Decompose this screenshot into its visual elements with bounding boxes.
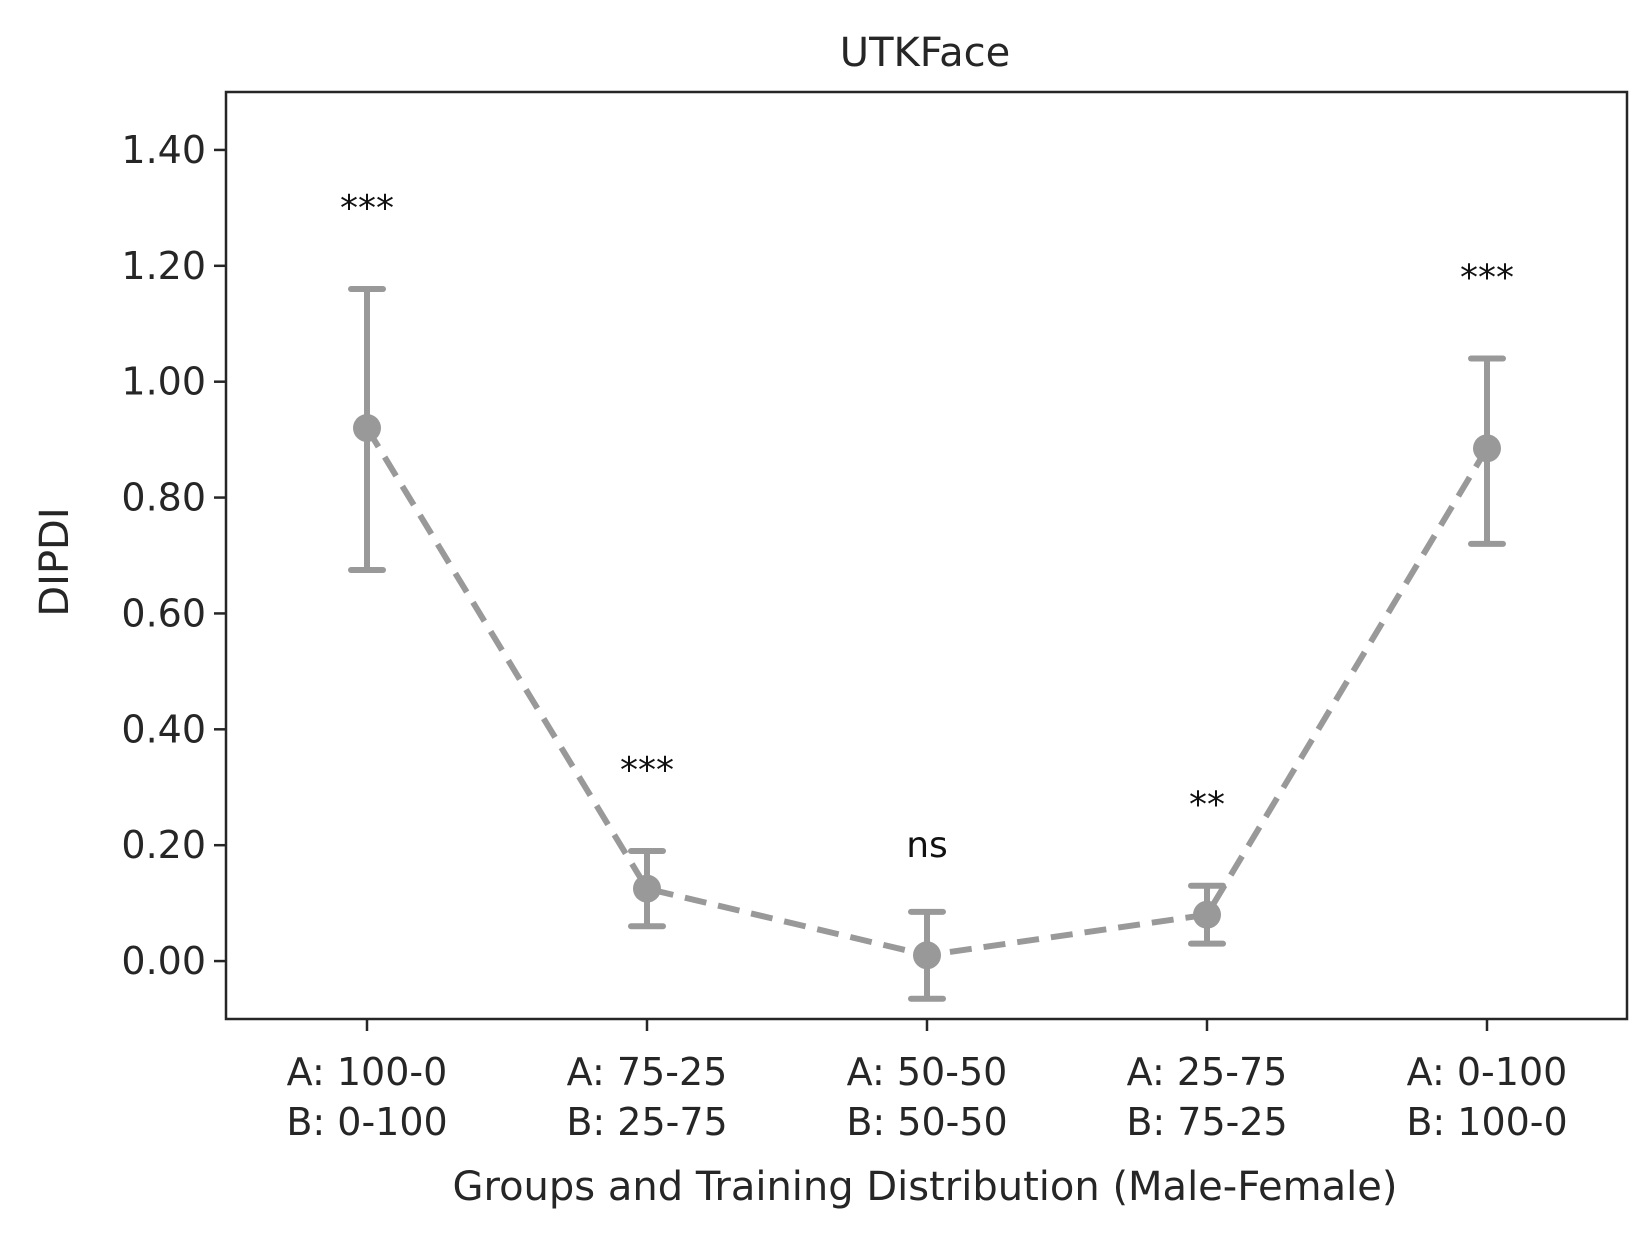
y-tick-label: 1.00 [121, 360, 206, 404]
x-tick-label: A: 50-50 [847, 1050, 1008, 1094]
y-tick-label: 0.40 [121, 707, 206, 751]
data-point [913, 941, 941, 970]
data-point [1193, 900, 1221, 929]
series-group [348, 285, 1506, 1002]
y-tick-label: 1.40 [121, 128, 206, 172]
significance-label: ns [906, 825, 948, 866]
x-tick-label: A: 0-100 [1407, 1050, 1568, 1094]
data-point [1473, 434, 1501, 463]
data-point [353, 414, 381, 443]
plot-area-frame [224, 90, 1629, 1021]
x-tick-label: A: 75-25 [567, 1050, 728, 1094]
x-tick-label: B: 25-75 [566, 1100, 727, 1144]
y-tick-label: 0.00 [121, 939, 206, 983]
x-tick-label: B: 100-0 [1406, 1100, 1567, 1144]
significance-label: *** [340, 188, 394, 229]
x-tick-label: A: 25-75 [1127, 1050, 1288, 1094]
chart-title: UTKFace [840, 30, 1010, 76]
y-tick-label: 0.80 [121, 476, 206, 520]
x-tick-label: B: 75-25 [1126, 1100, 1287, 1144]
x-axis: A: 100-0 B: 0-100 A: 75-25 B: 25-75 A: 50-50… [286, 1019, 1568, 1144]
y-tick-label: 0.60 [121, 591, 206, 635]
series-line [364, 426, 1490, 959]
y-tick-label: 0.20 [121, 823, 206, 867]
x-tick-label: A: 100-0 [287, 1050, 448, 1094]
y-tick-label: 1.20 [121, 244, 206, 288]
significance-label: *** [620, 750, 674, 791]
annotation-group: ******ns***** [340, 188, 1514, 866]
data-point [633, 874, 661, 903]
x-tick-label: B: 50-50 [846, 1100, 1007, 1144]
y-axis: 0.00 0.20 0.40 0.60 0.80 1.00 1.20 1.40 [121, 128, 226, 983]
x-tick-label: B: 0-100 [286, 1100, 447, 1144]
significance-label: ** [1189, 785, 1225, 826]
significance-label: *** [1460, 257, 1514, 298]
y-axis-label: DIPDI [32, 507, 78, 616]
x-axis-label: Groups and Training Distribution (Male-F… [453, 1164, 1398, 1210]
